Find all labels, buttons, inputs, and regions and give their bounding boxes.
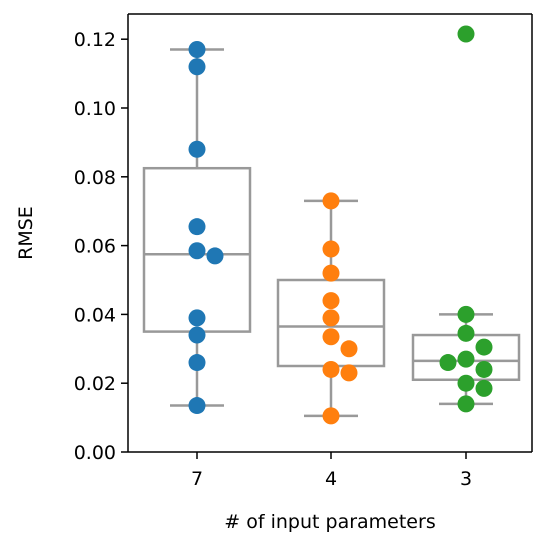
data-point xyxy=(188,218,206,236)
data-point xyxy=(322,407,340,425)
y-tick-label: 0.02 xyxy=(74,373,116,395)
outlier-point xyxy=(457,25,475,43)
data-point xyxy=(188,41,206,59)
y-tick-label: 0.08 xyxy=(74,167,116,189)
y-tick-label: 0.10 xyxy=(74,98,116,120)
data-point xyxy=(322,309,340,327)
data-point xyxy=(457,350,475,368)
data-point xyxy=(188,309,206,327)
y-tick-label: 0.00 xyxy=(74,442,116,464)
x-tick-label: 4 xyxy=(325,468,337,490)
data-point xyxy=(322,240,340,258)
data-point xyxy=(340,340,358,358)
data-point xyxy=(475,338,493,356)
y-tick-label: 0.12 xyxy=(74,29,116,51)
data-point xyxy=(322,360,340,378)
data-point xyxy=(188,58,206,76)
data-point xyxy=(322,192,340,210)
points-layer xyxy=(188,25,493,425)
data-point xyxy=(475,379,493,397)
y-axis-label: RMSE xyxy=(15,206,37,260)
data-point xyxy=(322,264,340,282)
data-point xyxy=(206,247,224,265)
data-point xyxy=(188,242,206,260)
data-point xyxy=(188,354,206,372)
axes-layer: 0.00 0.02 0.04 0.06 0.08 0.10 0.12 7 4 3 xyxy=(74,13,533,490)
y-tick-label: 0.06 xyxy=(74,236,116,258)
x-tick-label: 3 xyxy=(460,468,472,490)
data-point xyxy=(475,360,493,378)
data-point xyxy=(322,328,340,346)
data-point xyxy=(457,395,475,413)
x-axis-label: # of input parameters xyxy=(224,511,435,533)
data-point xyxy=(457,374,475,392)
data-point xyxy=(322,292,340,310)
data-point xyxy=(457,324,475,342)
data-point xyxy=(188,326,206,344)
x-tick-label: 7 xyxy=(191,468,203,490)
y-tick-label: 0.04 xyxy=(74,304,116,326)
data-point xyxy=(439,354,457,372)
data-point xyxy=(457,305,475,323)
data-point xyxy=(188,140,206,158)
data-point xyxy=(340,364,358,382)
data-point xyxy=(188,397,206,415)
